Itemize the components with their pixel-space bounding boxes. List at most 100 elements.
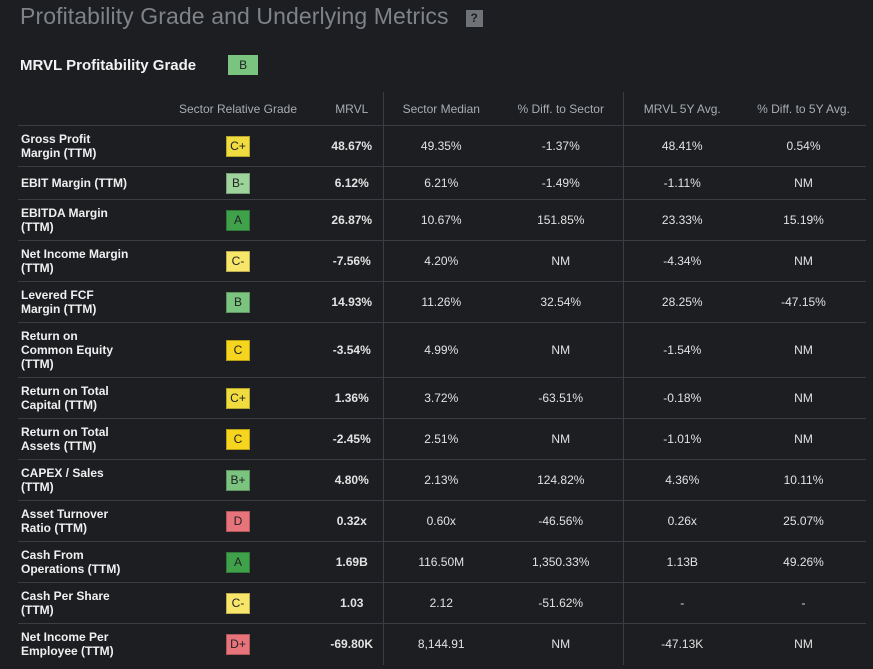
grade-badge: B — [226, 291, 250, 313]
mrvl-5y-avg-value: -1.11% — [622, 166, 741, 200]
table-row: EBIT Margin (TTM) B- 6.12% 6.21% -1.49% -1.11… — [18, 166, 866, 200]
diff-to-5y-avg-value: NM — [741, 377, 866, 419]
metric-name[interactable]: Return on Total Assets (TTM) — [18, 418, 155, 460]
col-header-diff-to-5y-avg: % Diff. to 5Y Avg. — [741, 92, 866, 126]
grade-badge: D — [226, 510, 250, 532]
diff-to-5y-avg-value: 25.07% — [741, 500, 866, 542]
mrvl-value: 1.69B — [321, 541, 383, 583]
sector-relative-grade-cell: A — [155, 541, 321, 583]
diff-to-sector-value: NM — [499, 322, 623, 378]
sector-median-value: 2.13% — [382, 459, 499, 501]
metric-name-line: Operations (TTM) — [21, 562, 121, 576]
table-header-row: Sector Relative Grade MRVL Sector Median… — [18, 92, 866, 126]
sector-relative-grade-cell: C — [155, 322, 321, 378]
grade-badge: C- — [226, 250, 250, 272]
diff-to-5y-avg-value: NM — [741, 240, 866, 282]
mrvl-5y-avg-value: -1.54% — [622, 322, 741, 378]
metric-name-line: Return on Total — [21, 384, 109, 398]
sector-median-value: 2.12 — [382, 582, 499, 624]
mrvl-value: -69.80K — [321, 623, 383, 665]
diff-to-sector-value: -1.49% — [499, 166, 623, 200]
sector-relative-grade-cell: C+ — [155, 377, 321, 419]
diff-to-sector-value: -1.37% — [499, 125, 623, 167]
metric-name-line: Cash Per Share — [21, 589, 110, 603]
diff-to-sector-value: -63.51% — [499, 377, 623, 419]
metrics-table-body: Gross Profit Margin (TTM) C+ 48.67% 49.35% -1… — [18, 125, 866, 665]
page-title: Profitability Grade and Underlying Metri… — [20, 3, 449, 29]
sector-relative-grade-cell: A — [155, 199, 321, 241]
sector-median-value: 0.60x — [382, 500, 499, 542]
overall-grade-badge: B — [228, 55, 259, 75]
diff-to-5y-avg-value: 15.19% — [741, 199, 866, 241]
metrics-table: Sector Relative Grade MRVL Sector Median… — [18, 92, 866, 665]
diff-to-5y-avg-value: NM — [741, 322, 866, 378]
table-row: Cash From Operations (TTM) A 1.69B 116.50M 1,… — [18, 541, 866, 583]
sector-median-value: 4.20% — [382, 240, 499, 282]
mrvl-value: -2.45% — [321, 418, 383, 460]
diff-to-5y-avg-value: 0.54% — [741, 125, 866, 167]
overall-grade-row: MRVL Profitability Grade B — [20, 55, 259, 75]
mrvl-value: 26.87% — [321, 199, 383, 241]
mrvl-value: 0.32x — [321, 500, 383, 542]
metric-name[interactable]: Net Income Margin (TTM) — [18, 240, 155, 282]
metric-name-line: (TTM) — [21, 603, 54, 617]
diff-to-5y-avg-value: - — [741, 582, 866, 624]
metric-name[interactable]: Asset Turnover Ratio (TTM) — [18, 500, 155, 542]
sector-relative-grade-cell: D — [155, 500, 321, 542]
metric-name-line: Levered FCF — [21, 288, 94, 302]
metric-name-line: Margin (TTM) — [21, 302, 97, 316]
metric-name-line: CAPEX / Sales — [21, 466, 104, 480]
metric-name-line: Assets (TTM) — [21, 439, 97, 453]
grade-badge: C — [226, 428, 250, 450]
diff-to-5y-avg-value: NM — [741, 623, 866, 665]
diff-to-sector-value: 1,350.33% — [499, 541, 623, 583]
diff-to-sector-value: NM — [499, 240, 623, 282]
mrvl-value: 6.12% — [321, 166, 383, 200]
mrvl-5y-avg-value: 1.13B — [622, 541, 741, 583]
metric-name-line: EBITDA Margin — [21, 206, 108, 220]
sector-relative-grade-cell: C — [155, 418, 321, 460]
sector-relative-grade-cell: B+ — [155, 459, 321, 501]
diff-to-sector-value: 151.85% — [499, 199, 623, 241]
table-row: Return on Total Capital (TTM) C+ 1.36% 3.72%… — [18, 377, 866, 419]
question-icon[interactable]: ? — [465, 10, 483, 27]
metric-name-line: Return on Total — [21, 425, 109, 439]
metric-name[interactable]: CAPEX / Sales (TTM) — [18, 459, 155, 501]
sector-median-value: 3.72% — [382, 377, 499, 419]
grade-badge: B- — [226, 172, 250, 194]
diff-to-sector-value: -51.62% — [499, 582, 623, 624]
diff-to-sector-value: -46.56% — [499, 500, 623, 542]
table-row: Net Income Per Employee (TTM) D+ -69.80K 8,1… — [18, 623, 866, 665]
grade-badge: A — [226, 551, 250, 573]
metric-name-line: (TTM) — [21, 480, 54, 494]
col-header-mrvl: MRVL — [321, 92, 383, 126]
mrvl-value: 14.93% — [321, 281, 383, 323]
metric-name-line: Margin (TTM) — [21, 146, 97, 160]
metric-name-line: EBIT Margin (TTM) — [21, 176, 127, 190]
sector-median-value: 6.21% — [382, 166, 499, 200]
metric-name[interactable]: Return on Total Capital (TTM) — [18, 377, 155, 419]
mrvl-5y-avg-value: 28.25% — [622, 281, 741, 323]
sector-relative-grade-cell: C- — [155, 582, 321, 624]
metric-name[interactable]: Gross Profit Margin (TTM) — [18, 125, 155, 167]
sector-median-value: 2.51% — [382, 418, 499, 460]
metric-name[interactable]: Return on Common Equity (TTM) — [18, 322, 155, 378]
col-header-diff-to-sector: % Diff. to Sector — [499, 92, 623, 126]
table-row: Net Income Margin (TTM) C- -7.56% 4.20% NM -4.… — [18, 240, 866, 282]
table-row: Return on Common Equity (TTM) C -3.54% 4.99% N… — [18, 322, 866, 378]
mrvl-5y-avg-value: -0.18% — [622, 377, 741, 419]
metric-name[interactable]: Cash Per Share (TTM) — [18, 582, 155, 624]
metric-name[interactable]: Net Income Per Employee (TTM) — [18, 623, 155, 665]
grade-badge: C+ — [226, 135, 250, 157]
sector-median-value: 10.67% — [382, 199, 499, 241]
grade-badge: C — [226, 339, 250, 361]
grade-badge: B+ — [226, 469, 250, 491]
metric-name[interactable]: EBITDA Margin (TTM) — [18, 199, 155, 241]
metric-name[interactable]: Levered FCF Margin (TTM) — [18, 281, 155, 323]
metric-name[interactable]: Cash From Operations (TTM) — [18, 541, 155, 583]
diff-to-5y-avg-value: 49.26% — [741, 541, 866, 583]
table-row: Cash Per Share (TTM) C- 1.03 2.12 -51.62% - - — [18, 582, 866, 624]
col-header-5y-avg: MRVL 5Y Avg. — [622, 92, 741, 126]
table-row: EBITDA Margin (TTM) A 26.87% 10.67% 151.85% 23… — [18, 199, 866, 241]
metric-name[interactable]: EBIT Margin (TTM) — [18, 166, 155, 200]
